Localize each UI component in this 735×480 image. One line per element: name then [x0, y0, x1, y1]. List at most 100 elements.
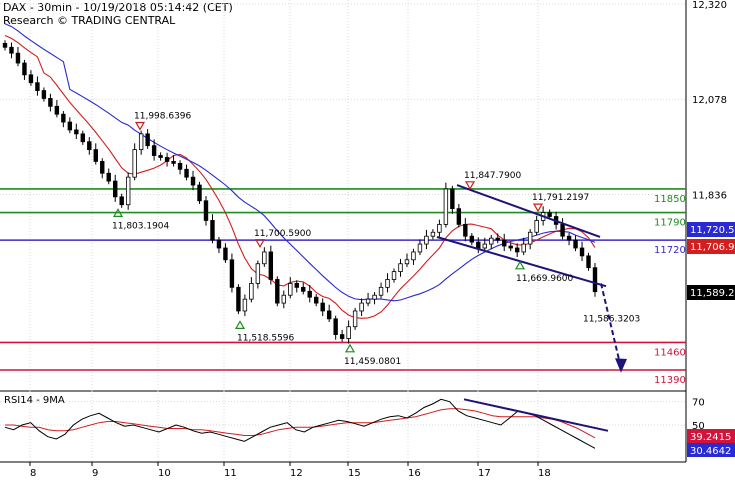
- candle-body: [352, 310, 358, 328]
- rsi-value-tag: [687, 429, 735, 443]
- swing-low-marker: [112, 208, 124, 217]
- candle-body: [514, 247, 520, 253]
- candle-body: [404, 259, 410, 265]
- price-tag: [687, 285, 735, 300]
- candle-body: [521, 243, 526, 253]
- candle-body: [301, 286, 306, 292]
- rsi-value-tag: [687, 443, 735, 457]
- level-label: 11790: [654, 218, 686, 229]
- candle-body: [437, 223, 442, 233]
- x-tick-label: 15: [348, 468, 361, 479]
- x-tick-label: 16: [408, 468, 421, 479]
- candle-body: [547, 212, 552, 217]
- candle-body: [573, 239, 578, 249]
- swing-low-label: 11,518.5596: [237, 333, 295, 343]
- ma-fast-line: [4, 34, 596, 319]
- candle-body: [106, 172, 111, 182]
- target-label: 11,586.3203: [583, 315, 640, 325]
- price-tag: [687, 239, 735, 254]
- price-tag-label: 11,589.2: [690, 288, 735, 299]
- projection-arrow: [600, 283, 622, 369]
- x-tick-label: 8: [30, 468, 36, 479]
- candle-body: [80, 133, 86, 143]
- projection-arrowhead: [615, 358, 627, 373]
- candle-body: [495, 237, 500, 241]
- candle-body: [203, 200, 209, 221]
- swing-high-label: 11,700.5900: [254, 229, 312, 239]
- swing-high-marker: [254, 239, 266, 248]
- level-label: 11850: [654, 194, 686, 205]
- indicator-label: RSI14 - 9MA: [4, 395, 65, 406]
- rsi-line: [4, 398, 596, 449]
- candle-body: [398, 263, 403, 273]
- candle-body: [249, 283, 254, 300]
- candle-body: [2, 42, 8, 48]
- chart-header-source: Research © TRADING CENTRAL: [3, 14, 176, 27]
- candle-body: [365, 298, 371, 304]
- x-tick-label: 17: [478, 468, 491, 479]
- candle-body: [307, 290, 312, 298]
- y-tick-label: 12,320: [692, 0, 727, 11]
- x-tick-label: 10: [158, 468, 171, 479]
- candle-body: [28, 74, 34, 84]
- candle-body: [592, 267, 598, 293]
- candle-body: [339, 334, 345, 339]
- swing-low-marker: [344, 343, 356, 353]
- swing-high-marker: [134, 121, 146, 131]
- candle-body: [294, 283, 299, 288]
- candle-body: [268, 251, 274, 280]
- candle-body: [508, 245, 513, 249]
- candle-body: [333, 318, 338, 335]
- x-tick-label: 12: [290, 468, 303, 479]
- candle-body: [450, 188, 455, 210]
- candle-body: [579, 247, 585, 257]
- swing-high-label: 11,847.7900: [464, 171, 522, 181]
- candle-body: [326, 310, 332, 320]
- swing-low-label: 11,669.9600: [516, 274, 574, 284]
- candle-body: [145, 133, 150, 147]
- candle-body: [566, 235, 572, 241]
- candle-body: [151, 145, 157, 156]
- candle-body: [378, 286, 384, 296]
- candle-body: [61, 113, 66, 123]
- y-tick-label: 11,836: [692, 190, 727, 201]
- ma-slow-line: [4, 23, 596, 302]
- candle-body: [372, 294, 377, 300]
- trend-line-lower: [436, 236, 607, 288]
- x-tick-label: 11: [224, 468, 237, 479]
- candle-body: [236, 286, 241, 312]
- candle-body: [262, 251, 267, 265]
- candle-body: [424, 235, 429, 245]
- candle-body: [560, 223, 565, 237]
- candle-body: [125, 176, 131, 206]
- candle-body: [171, 161, 176, 164]
- swing-high-label: 11,998.6396: [134, 111, 192, 121]
- candle-body: [197, 184, 202, 202]
- candle-body: [158, 155, 163, 158]
- candle-body: [463, 223, 468, 237]
- candle-body: [229, 259, 235, 288]
- rsi-trend-line: [463, 398, 609, 432]
- candle-body: [417, 243, 423, 253]
- rsi-tick-label: 70: [692, 398, 705, 409]
- x-tick-label: 9: [92, 468, 98, 479]
- candle-body: [216, 239, 222, 249]
- candle-body: [54, 105, 60, 115]
- candle-body: [275, 279, 280, 304]
- candle-body: [138, 133, 144, 151]
- candle-body: [320, 302, 325, 312]
- candle-body: [184, 168, 189, 178]
- y-tick-label: 12,078: [692, 95, 727, 106]
- candle-body: [255, 263, 261, 284]
- candle-body: [443, 188, 449, 225]
- rsi-value-label: 30.4642: [690, 446, 731, 457]
- candle-body: [385, 279, 390, 288]
- candle-body: [113, 180, 118, 198]
- candle-body: [456, 208, 462, 225]
- price-tag-label: 11,706.9: [690, 242, 735, 253]
- candle-body: [391, 271, 397, 280]
- candle-body: [502, 239, 507, 247]
- candle-body: [41, 90, 47, 99]
- level-label: 11720: [654, 245, 686, 256]
